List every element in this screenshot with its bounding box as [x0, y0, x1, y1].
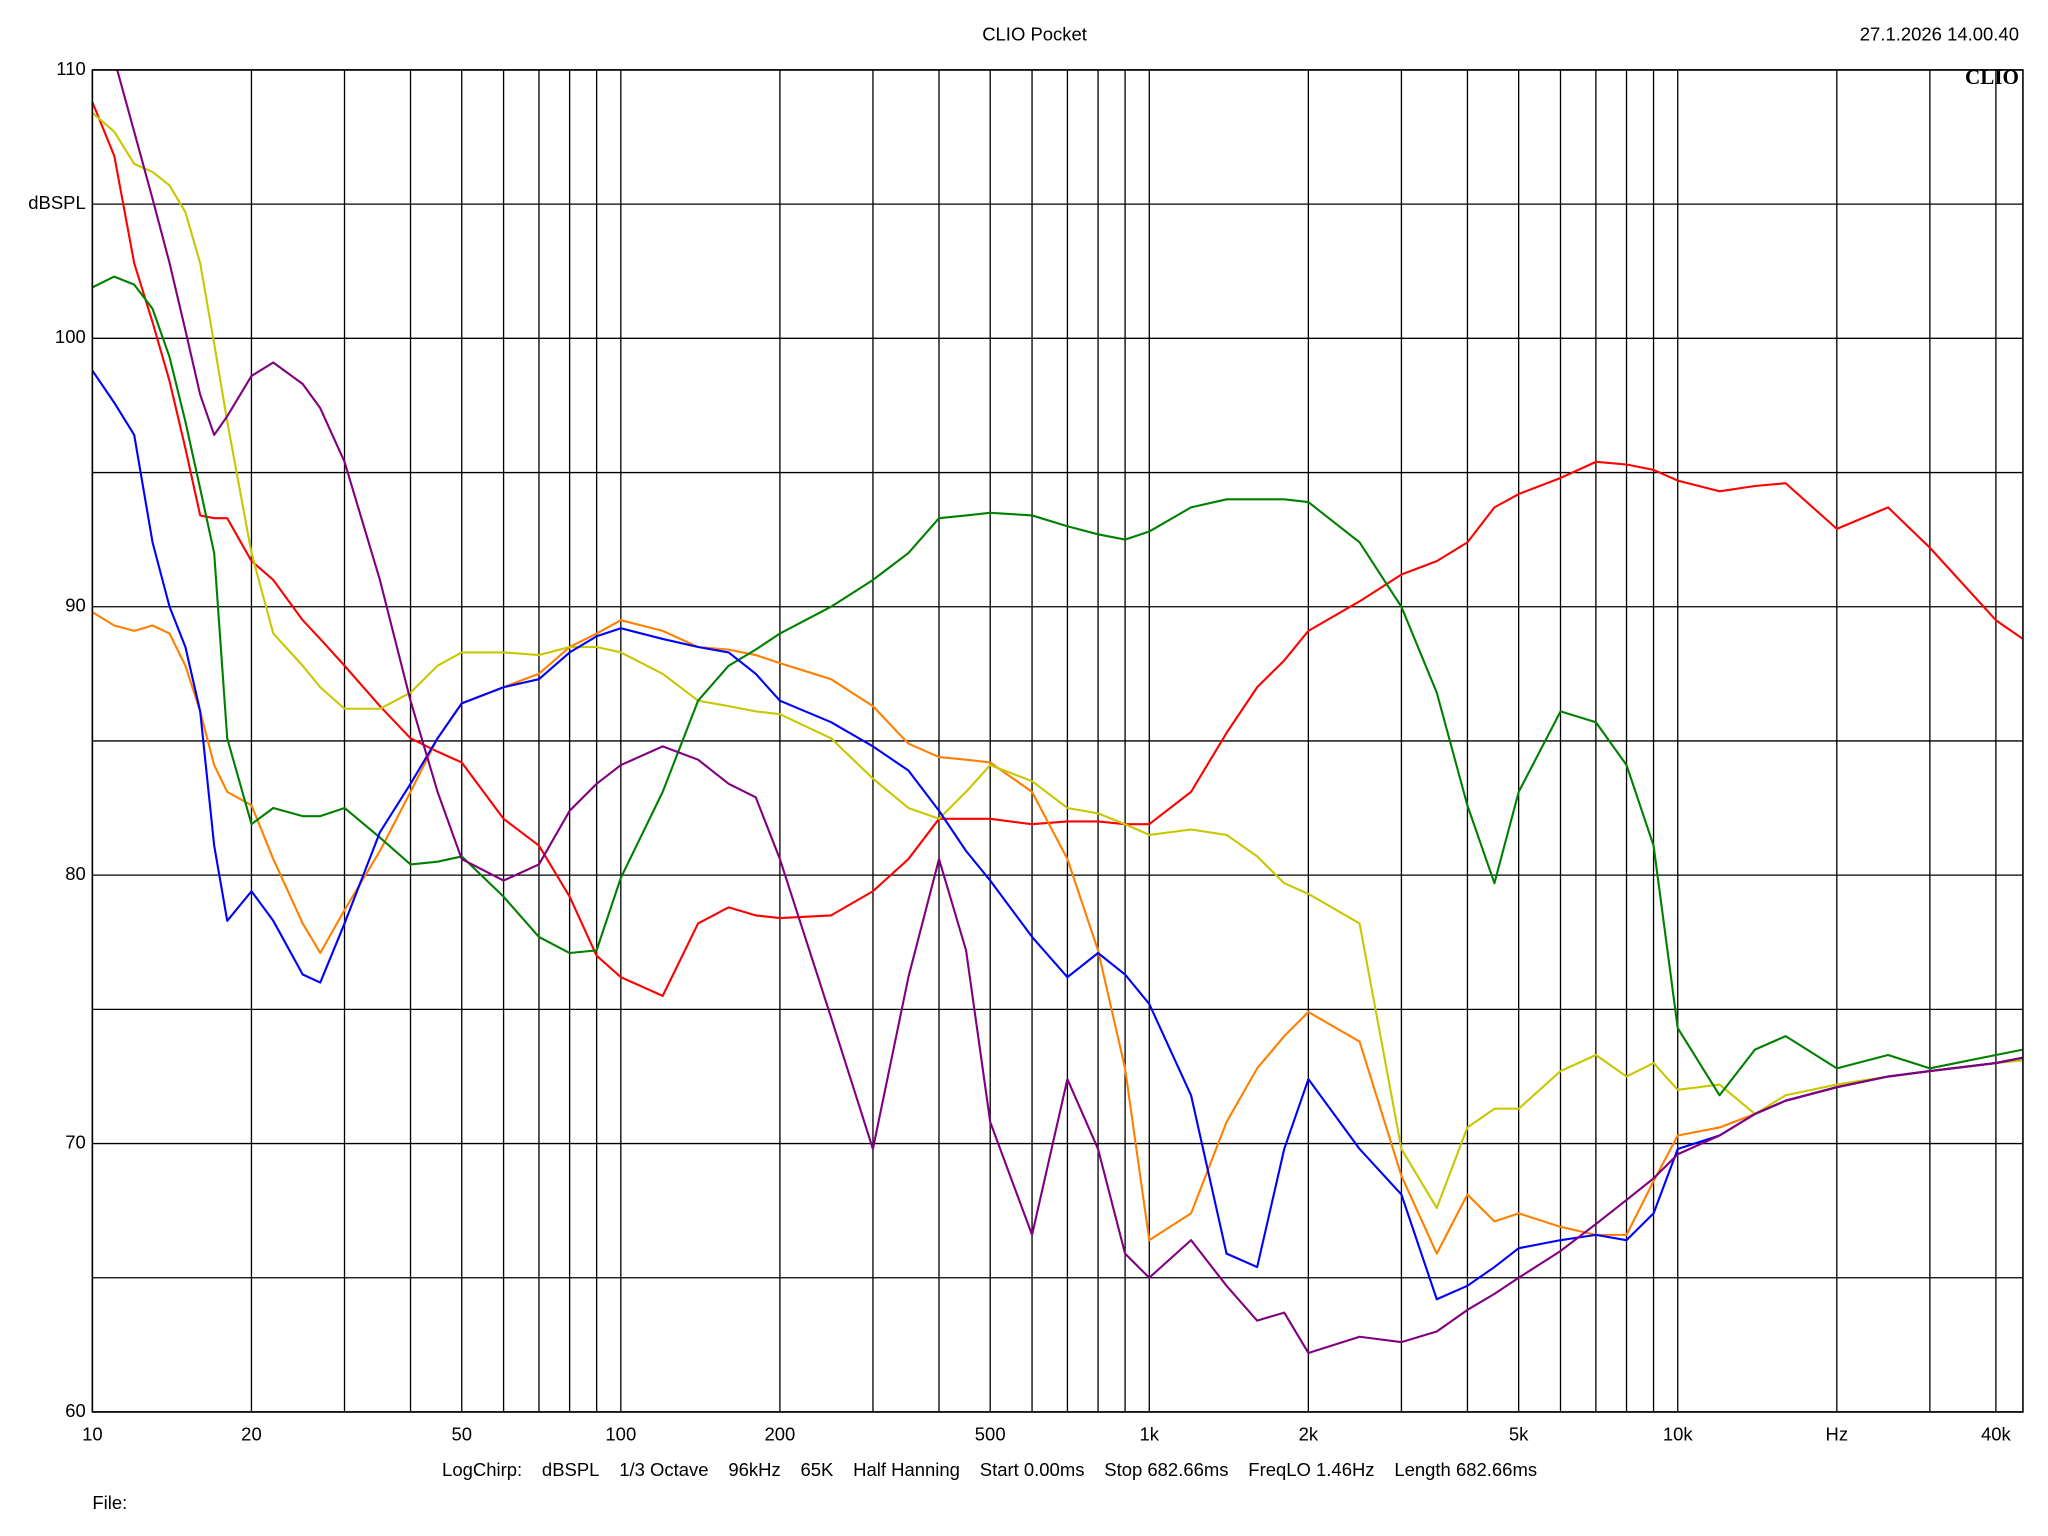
chart-title: CLIO Pocket [982, 24, 1087, 45]
response-curve [92, 611, 2023, 1255]
measurement-setting: 1/3 Octave [619, 1459, 708, 1480]
x-tick-label: 10 [82, 1424, 103, 1445]
y-tick-label: 100 [55, 326, 86, 347]
measurement-setting: 65K [801, 1459, 835, 1480]
plot-frame [91, 69, 2024, 1413]
measurement-setting: Half Hanning [853, 1459, 960, 1480]
response-curve [116, 69, 2023, 1355]
measurement-setting: Stop 682.66ms [1104, 1459, 1228, 1480]
response-curve [92, 275, 2023, 1097]
measurement-setting: 96kHz [728, 1459, 780, 1480]
y-tick-label: 110 [56, 58, 85, 79]
y-tick-label: 70 [65, 1131, 86, 1152]
x-tick-label: 20 [241, 1424, 262, 1445]
x-tick-label: 500 [975, 1424, 1006, 1445]
x-tick-label: 2k [1299, 1424, 1319, 1445]
response-curve [92, 112, 2023, 1210]
measurement-setting: dBSPL [542, 1459, 600, 1480]
x-tick-label: 5k [1509, 1424, 1529, 1445]
x-tick-label: 1k [1140, 1424, 1160, 1445]
timestamp: 27.1.2026 14.00.40 [1860, 24, 2019, 45]
x-tick-label: 10k [1663, 1424, 1694, 1445]
y-tick-label: 60 [65, 1400, 86, 1421]
x-tick-label: 50 [451, 1424, 472, 1445]
x-tick-label: 200 [764, 1424, 795, 1445]
y-tick-label: 80 [65, 863, 86, 884]
measurement-setting: Length 682.66ms [1394, 1459, 1537, 1480]
measurement-setting: FreqLO 1.46Hz [1248, 1459, 1374, 1480]
measurement-setting: Start 0.00ms [980, 1459, 1085, 1480]
y-tick-label: 90 [65, 595, 86, 616]
logo: CLIO [1965, 65, 2019, 89]
plot-lines [92, 69, 2023, 1355]
x-tick-label: 100 [605, 1424, 636, 1445]
x-tick-label: Hz [1826, 1424, 1849, 1445]
x-tick-label: 40k [1981, 1424, 2012, 1445]
y-tick-label: dBSPL [28, 192, 86, 213]
file-label: File: [92, 1492, 127, 1513]
measurement-setting: LogChirp: [442, 1459, 522, 1480]
response-curve [92, 369, 2023, 1301]
